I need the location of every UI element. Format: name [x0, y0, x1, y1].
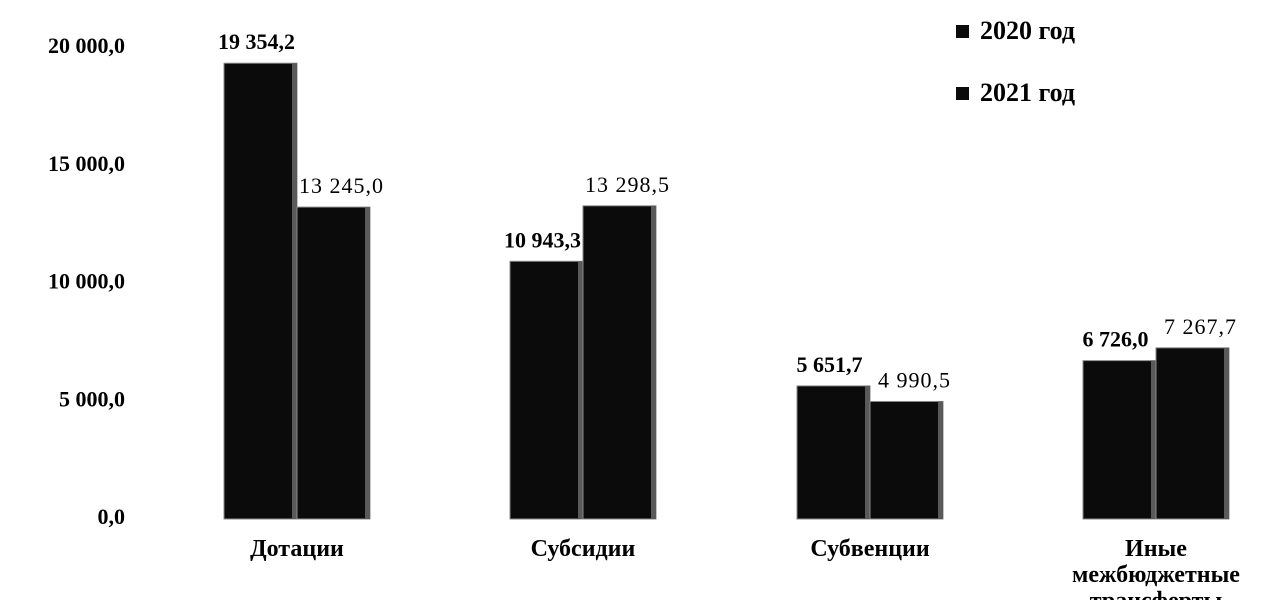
value-label: 6 726,0 — [1083, 327, 1149, 352]
y-tick-label: 20 000,0 — [48, 33, 125, 58]
value-label: 13 245,0 — [299, 173, 384, 198]
category-label: Субсидии — [531, 536, 636, 562]
category-label: межбюджетные — [1072, 562, 1240, 588]
legend-label: 2020 год — [980, 16, 1075, 45]
bar-2020-0 — [223, 62, 298, 520]
bar-2020-2 — [796, 385, 871, 520]
category-label: трансферты — [1090, 588, 1223, 600]
bar-2021-3 — [1155, 347, 1230, 520]
value-labels: 19 354,2 13 245,0 10 943,3 13 298,5 5 651,7 4… — [218, 29, 1237, 392]
value-label: 4 990,5 — [878, 367, 951, 392]
value-label: 19 354,2 — [218, 29, 295, 54]
legend-label: 2021 год — [980, 78, 1075, 107]
bar-edge-shade — [1224, 347, 1229, 519]
bar-2021-2 — [869, 400, 944, 520]
bar-edge-shade — [365, 207, 370, 519]
bar-edge-shade — [651, 205, 656, 520]
y-tick-label: 5 000,0 — [59, 386, 125, 411]
value-label: 7 267,7 — [1164, 314, 1237, 339]
category-labels: Дотации Субсидии Субвенции Иныемежбюджетные… — [250, 536, 1240, 605]
category-label: Субвенции — [810, 536, 930, 562]
value-label: 13 298,5 — [585, 172, 670, 197]
y-tick-label: 15 000,0 — [48, 151, 125, 176]
value-label: 10 943,3 — [504, 227, 581, 252]
bar-edge-shade — [578, 261, 583, 519]
bar-edge-shade — [865, 385, 870, 519]
bar-2020-3 — [1082, 360, 1157, 520]
y-axis: 0,0 5 000,0 10 000,0 15 000,0 20 000,0 — [48, 33, 125, 529]
legend: 2020 год 2021 год — [956, 16, 1075, 107]
bar-2021-1 — [582, 205, 657, 520]
value-label: 5 651,7 — [797, 352, 863, 377]
category-label: Иные — [1125, 536, 1187, 562]
bar-edge-shade — [292, 63, 297, 520]
bar-2020-1 — [509, 260, 584, 520]
category-label: Дотации — [250, 536, 344, 562]
legend-swatch — [956, 25, 969, 38]
bar-2021-0 — [296, 206, 371, 520]
legend-swatch — [956, 87, 969, 100]
bar-edge-shade — [938, 401, 943, 519]
bar-edge-shade — [1151, 360, 1156, 519]
y-tick-label: 0,0 — [98, 504, 126, 529]
y-tick-label: 10 000,0 — [48, 269, 125, 294]
bars — [223, 62, 1230, 520]
